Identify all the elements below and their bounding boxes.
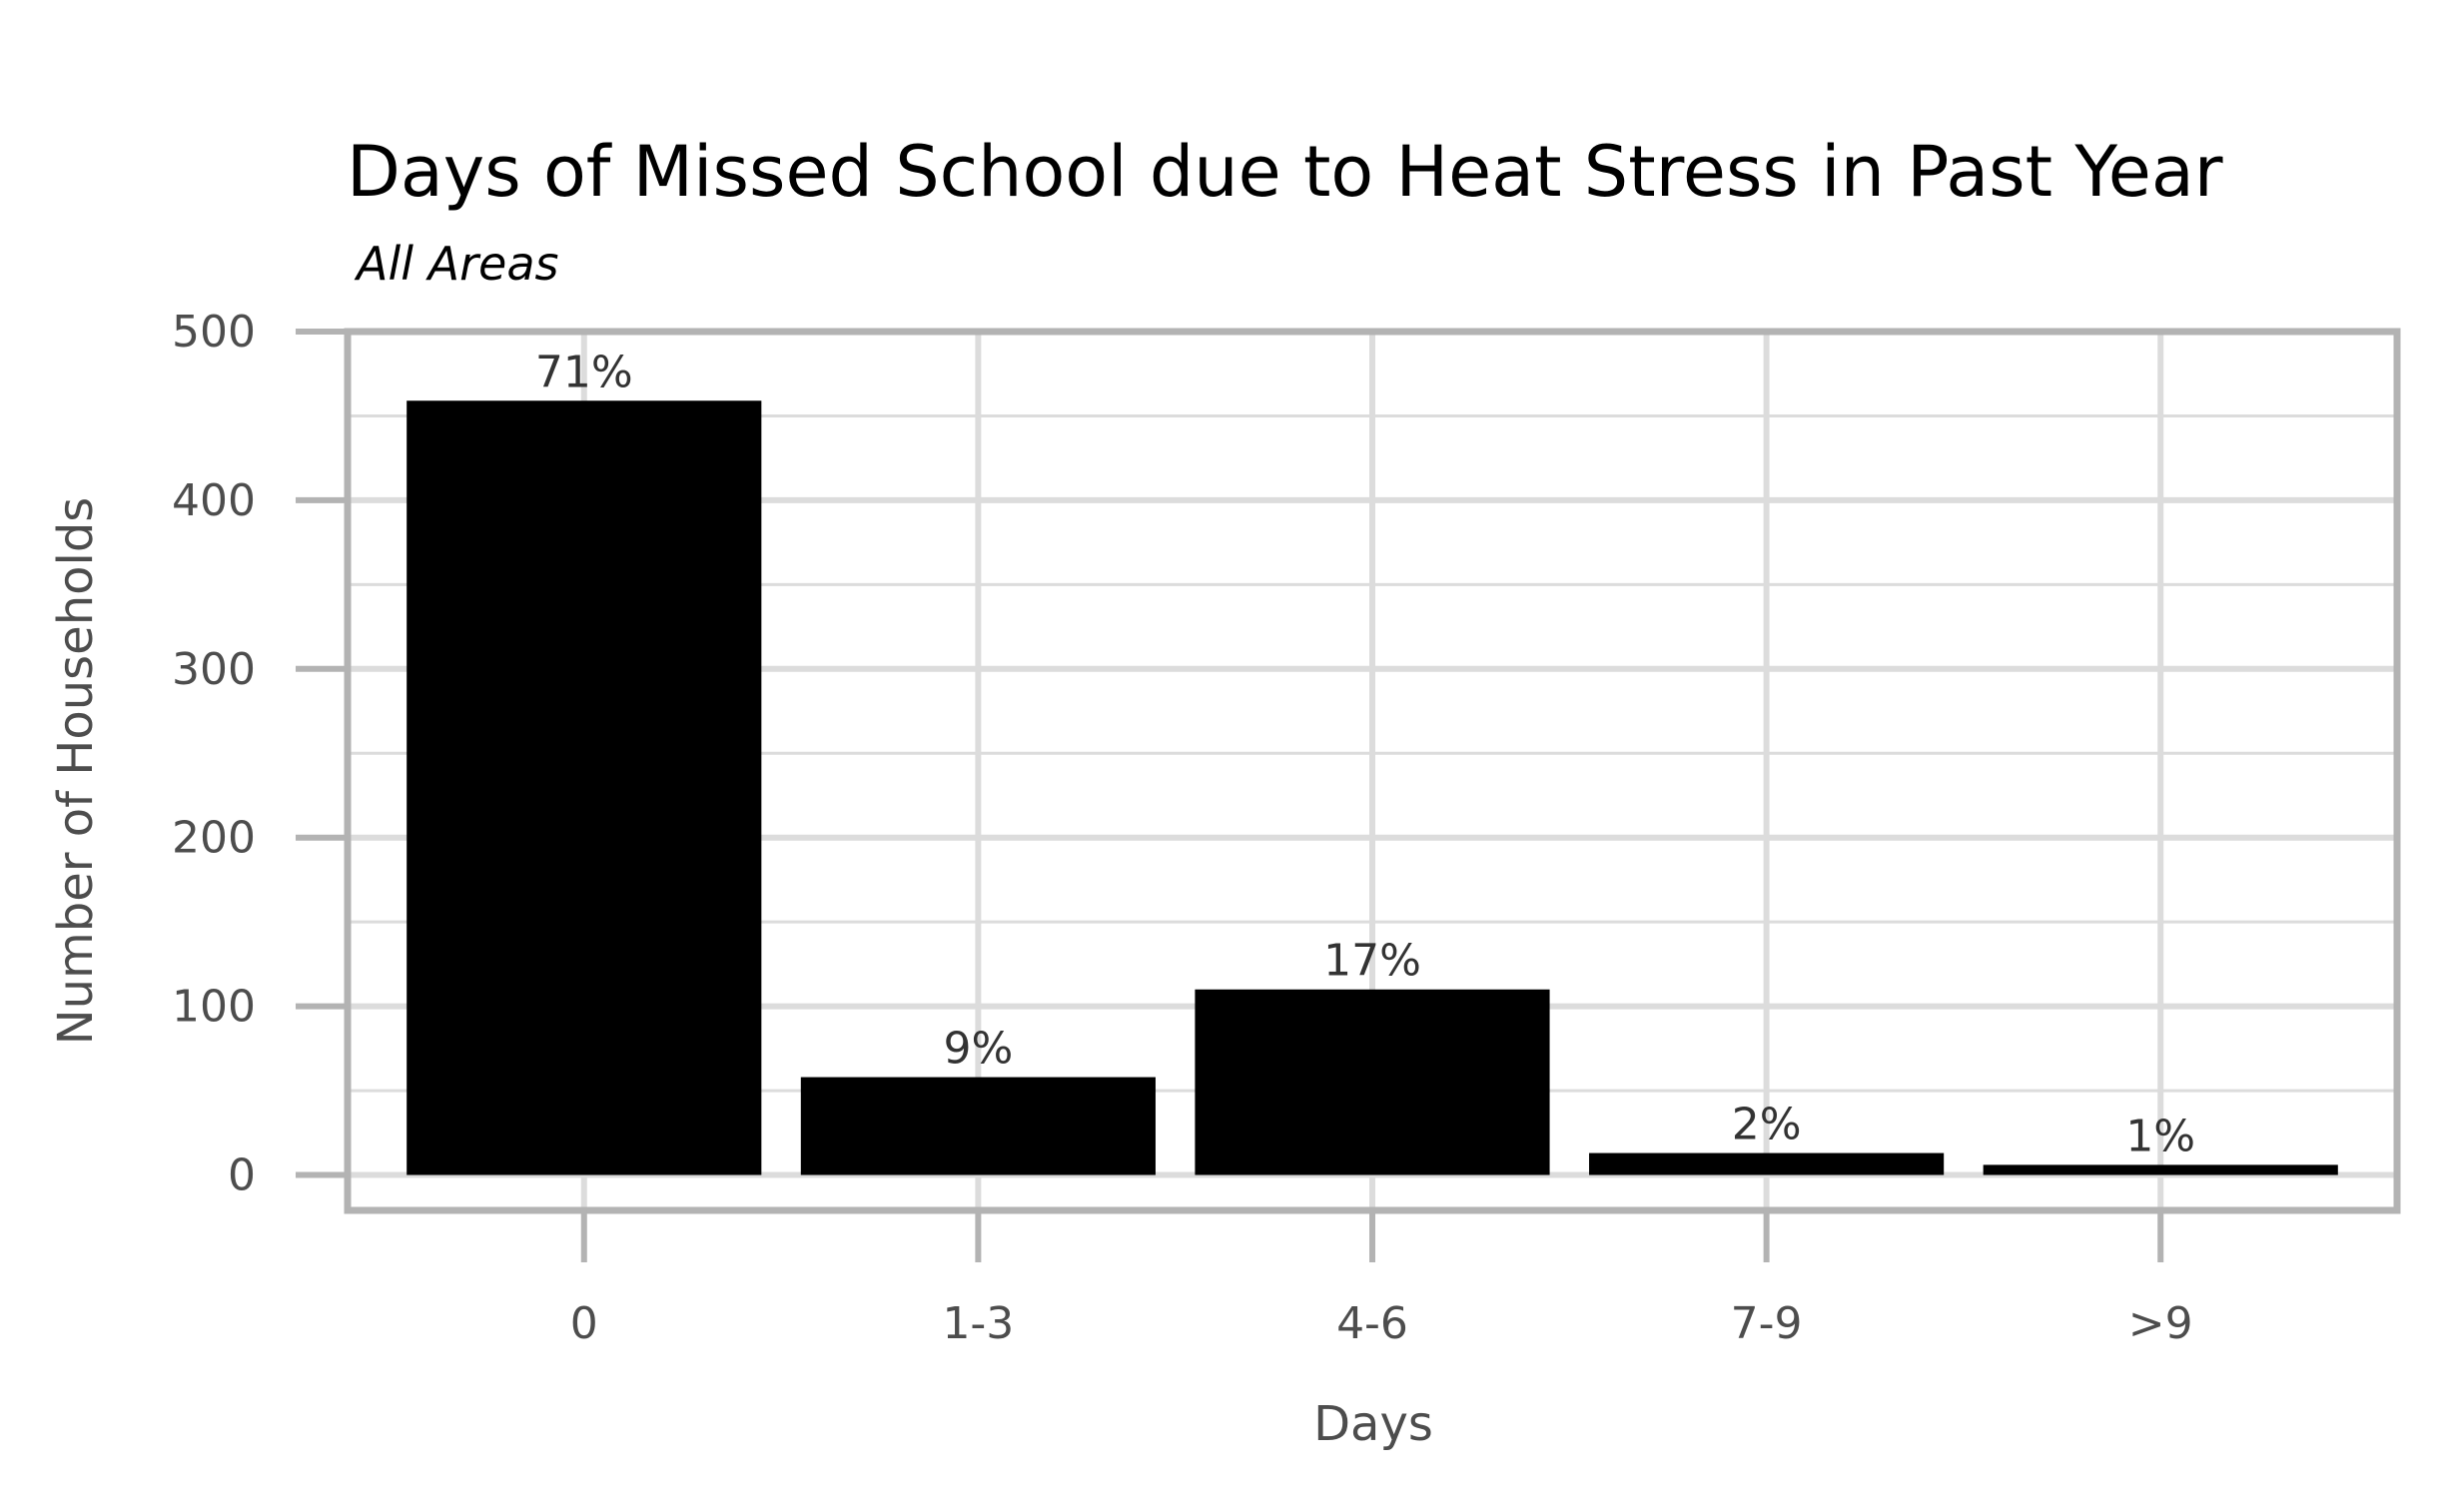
chart-subtitle: All Areas — [354, 237, 559, 291]
axes: 0 100 200 300 400 500 0 1-3 4-6 7-9 >9 — [172, 307, 2193, 1349]
bar — [407, 400, 762, 1175]
bar — [1589, 1152, 1945, 1175]
bars — [407, 400, 2338, 1175]
y-tick-label: 400 — [172, 475, 256, 526]
y-tick-label: 100 — [172, 982, 256, 1033]
chart-title: Days of Missed School due to Heat Stress… — [347, 131, 2223, 213]
bar — [1983, 1164, 2338, 1175]
bar-data-label: 9% — [943, 1024, 1013, 1075]
y-tick-label: 500 — [172, 307, 256, 358]
bar — [800, 1077, 1156, 1175]
x-tick-label: 1-3 — [942, 1298, 1014, 1349]
x-axis-title: Days — [1313, 1396, 1433, 1452]
x-tick-label: >9 — [2128, 1298, 2193, 1349]
bar-data-label: 17% — [1323, 936, 1421, 987]
y-tick-label: 0 — [228, 1150, 256, 1201]
x-tick-label: 7-9 — [1731, 1298, 1803, 1349]
bar-data-label: 2% — [1732, 1100, 1802, 1150]
x-tick-label: 0 — [570, 1298, 598, 1349]
y-tick-label: 300 — [172, 644, 256, 695]
y-axis-title: Number of Households — [48, 497, 104, 1046]
y-tick-label: 200 — [172, 813, 256, 864]
bar-data-label: 1% — [2125, 1111, 2195, 1161]
bar-data-label: 71% — [535, 347, 633, 397]
data-labels: 71% 9% 17% 2% 1% — [535, 347, 2195, 1161]
bar — [1195, 989, 1550, 1175]
x-tick-label: 4-6 — [1336, 1298, 1408, 1349]
